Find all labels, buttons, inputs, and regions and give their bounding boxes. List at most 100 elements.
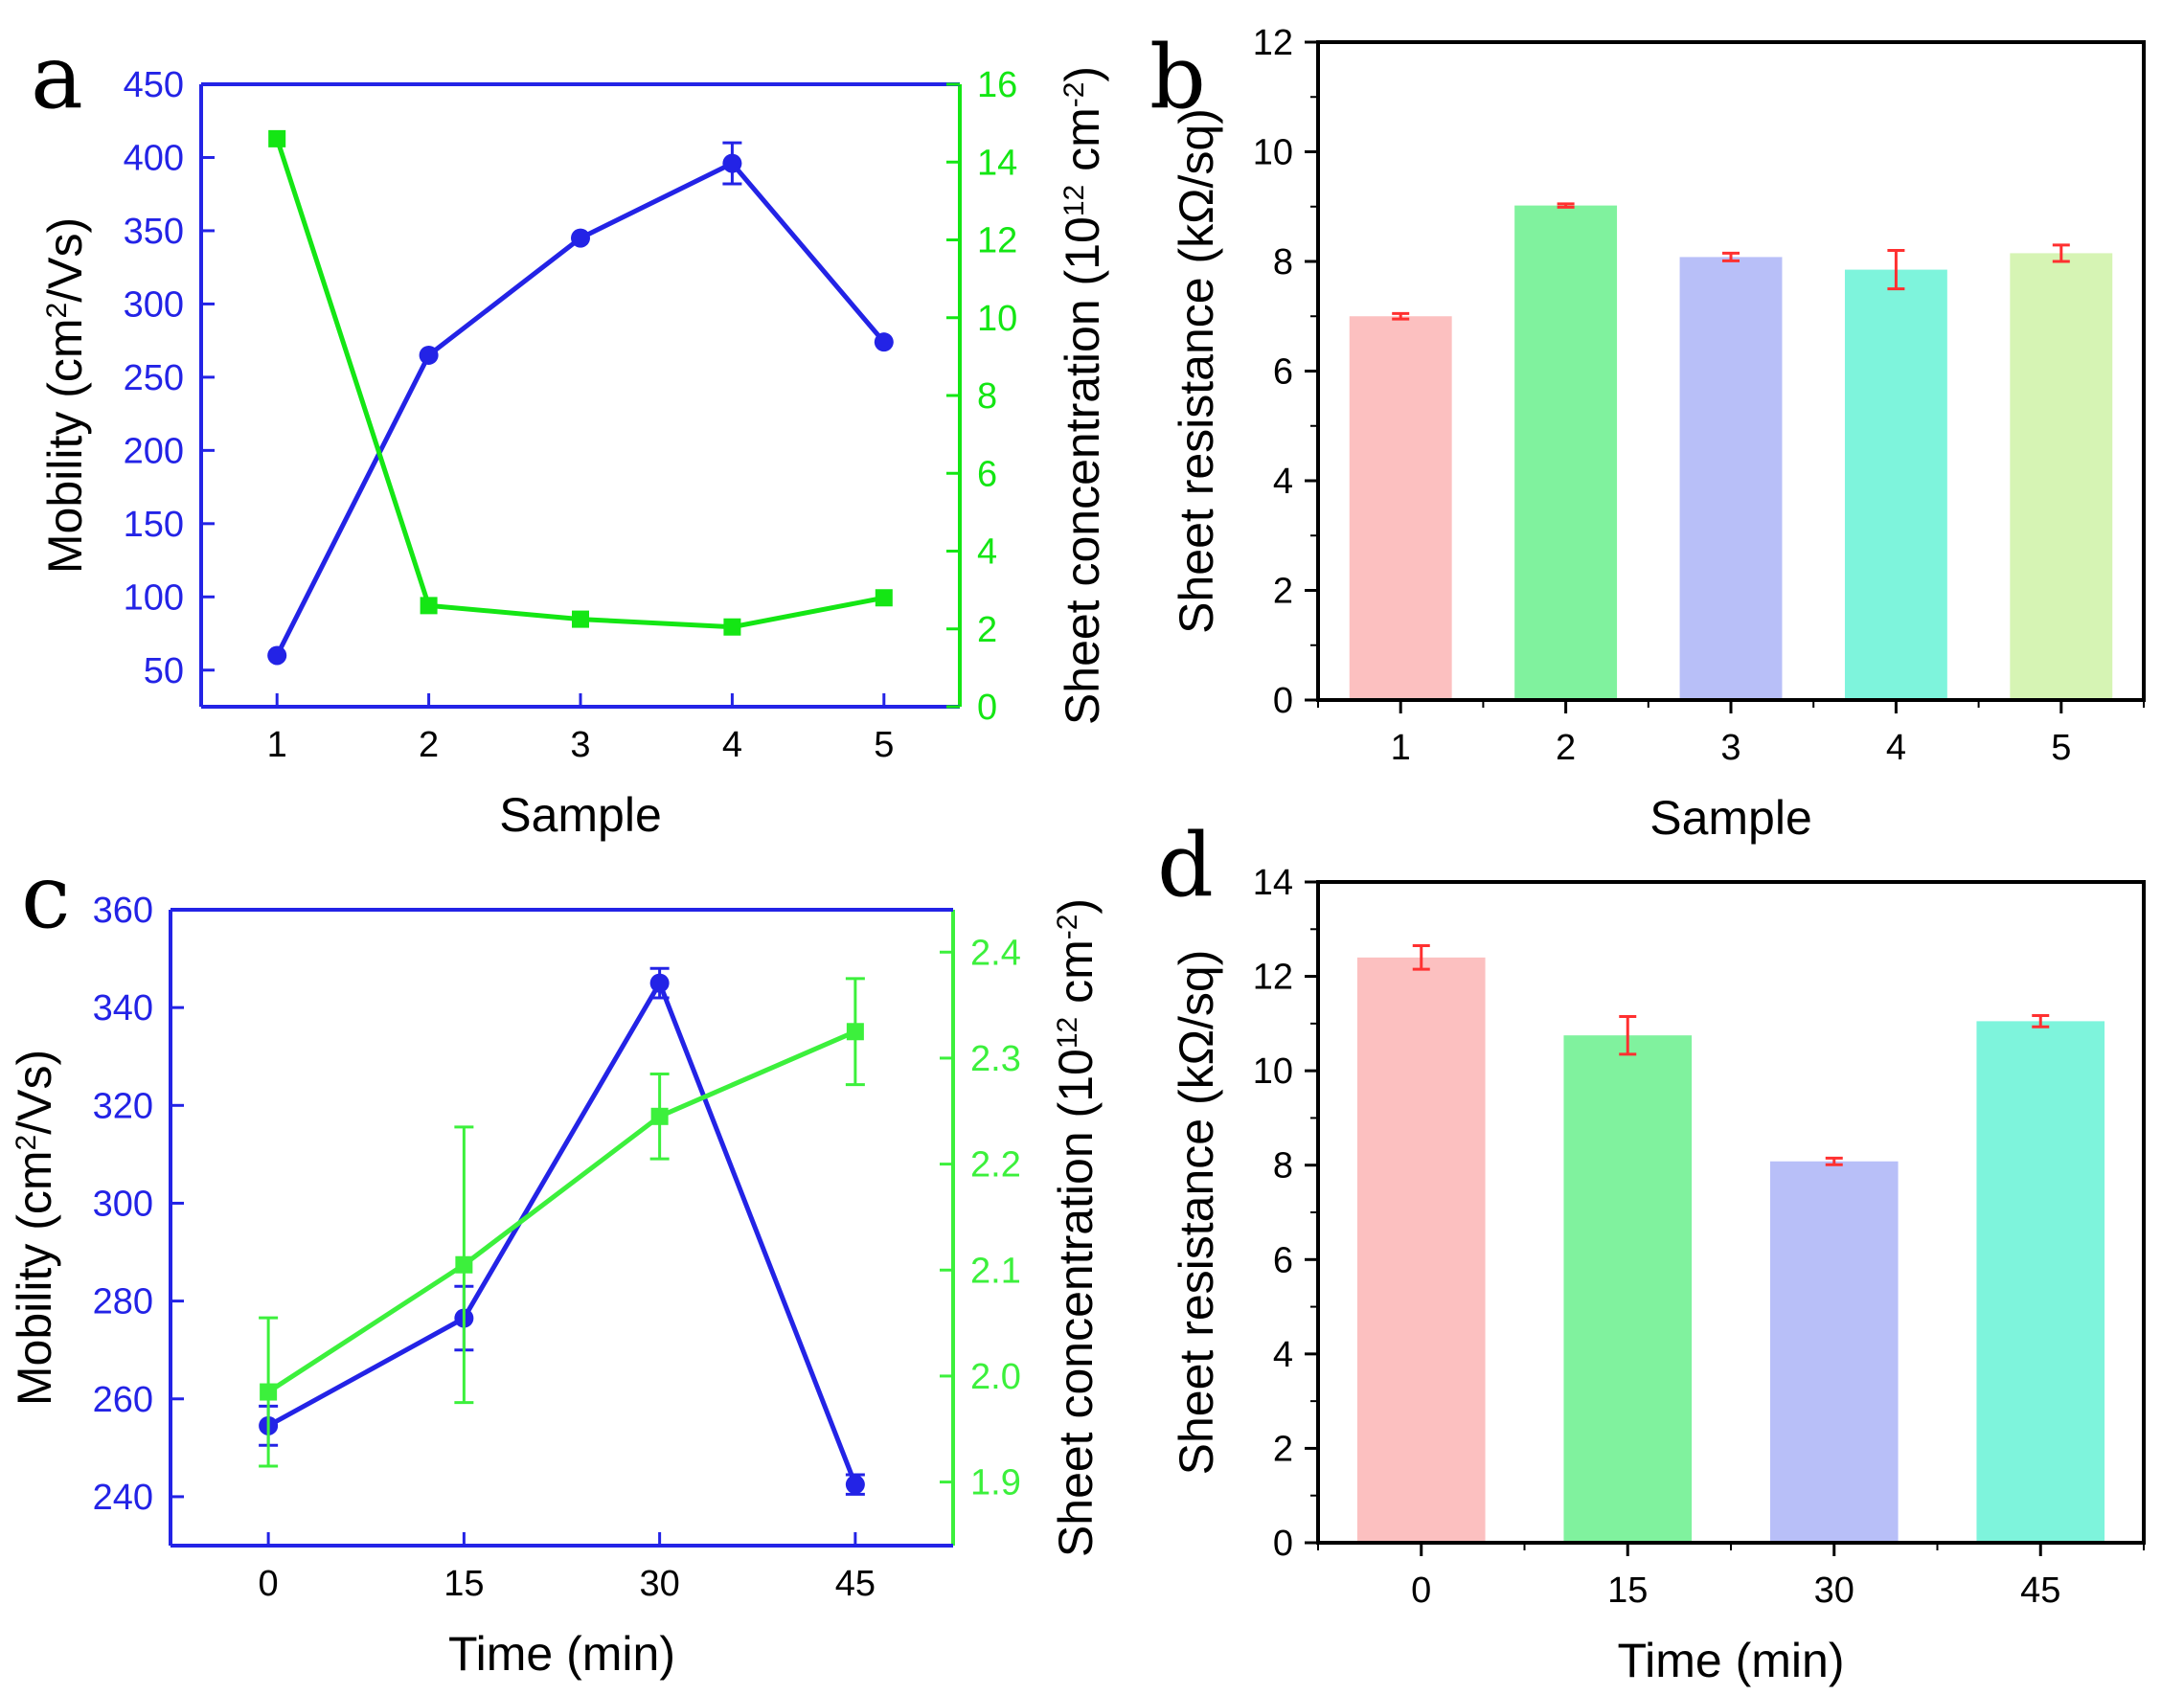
x-tick-label: 1 <box>1391 728 1411 768</box>
y-tick-label: 6 <box>1273 352 1293 393</box>
data-point <box>846 1023 864 1041</box>
x-tick-label: 2 <box>1556 728 1576 768</box>
x-tick-label: 15 <box>444 1564 484 1604</box>
y-tick-label: 150 <box>124 505 184 545</box>
y-tick-label: 340 <box>93 988 153 1028</box>
chart-a: 5010015020025030035040045002468101214161… <box>38 65 1109 842</box>
y-tick-label: 240 <box>93 1478 153 1518</box>
y-tick-label: 200 <box>124 431 184 471</box>
y-tick-label: 360 <box>93 891 153 931</box>
x-tick-label: 45 <box>835 1564 876 1604</box>
data-point <box>650 1107 669 1125</box>
data-point <box>845 1475 865 1495</box>
x-tick-label: 3 <box>570 725 590 765</box>
x-tick-label: 2 <box>419 725 439 765</box>
data-point <box>267 645 287 666</box>
x-tick-label: 15 <box>1607 1571 1648 1611</box>
y2-tick-label: 14 <box>977 143 1017 183</box>
bar <box>1349 316 1452 700</box>
y-tick-label: 14 <box>1253 863 1293 903</box>
data-point <box>572 610 589 628</box>
data-point <box>649 973 670 993</box>
panel-label-a: a <box>31 26 83 128</box>
y2-tick-label: 1.9 <box>970 1463 1021 1503</box>
x-axis-label: Sample <box>1649 791 1812 845</box>
x-tick-label: 4 <box>722 725 742 765</box>
bar <box>1769 1161 1899 1543</box>
y2-tick-label: 2 <box>977 610 997 650</box>
y2-tick-label: 2.2 <box>970 1145 1021 1186</box>
y-tick-label: 280 <box>93 1282 153 1322</box>
y-tick-label: 450 <box>124 65 184 105</box>
y-axis-label: Mobility (cm2/Vs) <box>8 1050 61 1406</box>
y-tick-label: 100 <box>124 577 184 618</box>
x-tick-label: 4 <box>1886 728 1906 768</box>
bar <box>1844 269 1947 700</box>
x-tick-label: 0 <box>1411 1571 1431 1611</box>
data-point <box>420 597 438 615</box>
bar <box>2010 253 2113 700</box>
y-tick-label: 2 <box>1273 572 1293 612</box>
data-point <box>268 129 286 147</box>
y2-axis-label: Sheet concentration (1012 cm-2) <box>1049 898 1103 1557</box>
x-axis-label: Sample <box>499 788 662 842</box>
x-tick-label: 1 <box>267 725 287 765</box>
y2-tick-label: 2.1 <box>970 1251 1021 1291</box>
y-tick-label: 320 <box>93 1086 153 1126</box>
x-tick-label: 3 <box>1720 728 1740 768</box>
data-point <box>723 618 741 636</box>
y-axis-label: Mobility (cm2/Vs) <box>38 217 92 574</box>
y-tick-label: 350 <box>124 212 184 252</box>
y-axis-label: Sheet resistance (kΩ/sq) <box>1170 950 1223 1476</box>
panel-label-c: c <box>21 846 71 948</box>
x-tick-label: 45 <box>2020 1571 2060 1611</box>
y2-tick-label: 6 <box>977 454 997 494</box>
y-tick-label: 0 <box>1273 1524 1293 1564</box>
y-tick-label: 300 <box>93 1184 153 1224</box>
y-tick-label: 50 <box>144 651 184 691</box>
y-tick-label: 6 <box>1273 1240 1293 1280</box>
y2-tick-label: 10 <box>977 299 1017 339</box>
series-line-sheet-concentration <box>274 138 885 630</box>
bar <box>1679 257 1783 700</box>
x-tick-label: 5 <box>874 725 894 765</box>
data-point <box>419 345 439 365</box>
y2-tick-label: 8 <box>977 376 997 417</box>
data-point <box>455 1255 473 1274</box>
data-point <box>874 332 894 352</box>
y-tick-label: 12 <box>1253 958 1293 998</box>
y-tick-label: 4 <box>1273 1335 1293 1375</box>
y-tick-label: 300 <box>124 284 184 325</box>
y-tick-label: 8 <box>1273 1146 1293 1186</box>
y-tick-label: 400 <box>124 138 184 178</box>
panel-label-b: b <box>1149 26 1206 128</box>
series-line-mobility <box>266 977 858 1486</box>
y2-tick-label: 4 <box>977 532 997 573</box>
x-tick-label: 5 <box>2051 728 2071 768</box>
y-tick-label: 12 <box>1253 23 1293 63</box>
x-axis-label: Time (min) <box>1617 1634 1844 1687</box>
y-tick-label: 0 <box>1273 681 1293 721</box>
bar <box>1514 205 1618 701</box>
y-tick-label: 8 <box>1273 242 1293 282</box>
data-point <box>875 589 893 607</box>
y-tick-label: 250 <box>124 358 184 398</box>
data-point <box>571 228 590 248</box>
x-tick-label: 0 <box>259 1564 279 1604</box>
y-tick-label: 10 <box>1253 133 1293 173</box>
bar <box>1976 1021 2105 1543</box>
y-tick-label: 4 <box>1273 462 1293 502</box>
y-tick-label: 10 <box>1253 1051 1293 1092</box>
chart-d: 0 15 30 45 0 2 4 6 8 10 12 14 Time (min) Sheet resist… <box>1170 863 2146 1687</box>
x-tick-label: 30 <box>639 1564 679 1604</box>
y-tick-label: 2 <box>1273 1429 1293 1469</box>
chart-c: 240 260 280 300 320 340 360 1.9 2.0 2.1 2.2 2.3 2.4 0… <box>8 891 1103 1681</box>
y2-axis-label: Sheet concentration (1012 cm-2) <box>1056 66 1109 725</box>
y2-tick-label: 2.3 <box>970 1039 1021 1079</box>
panel-label-d: d <box>1157 814 1214 916</box>
x-tick-label: 30 <box>1814 1571 1854 1611</box>
x-axis-label: Time (min) <box>448 1627 675 1681</box>
y2-tick-label: 2.0 <box>970 1357 1021 1397</box>
